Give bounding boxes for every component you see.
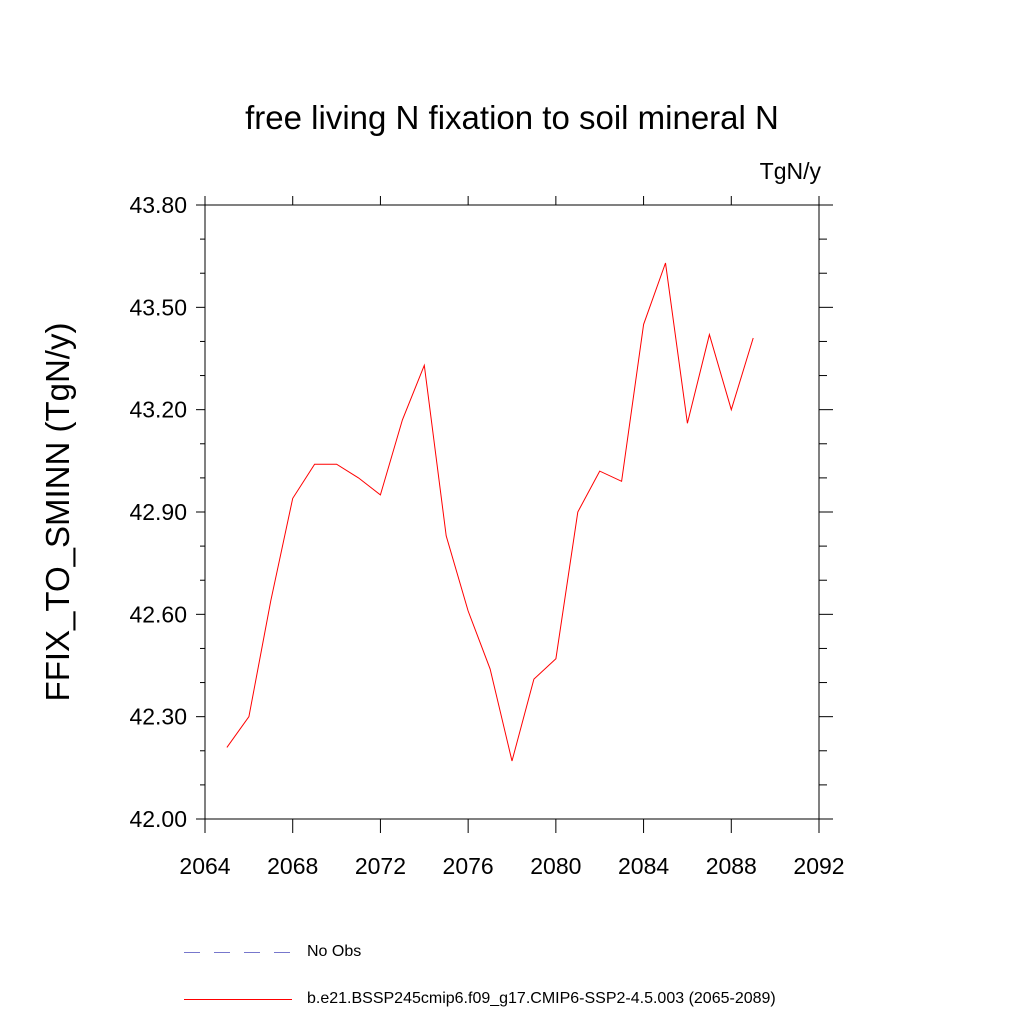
legend-swatch-solid [184, 998, 292, 1000]
x-tick-labels: 2064 2068 2072 2076 2080 2084 2088 2092 [179, 853, 844, 879]
x-tick-label: 2072 [355, 853, 406, 879]
legend-label: No Obs [307, 943, 362, 960]
axis-ticks [196, 196, 833, 833]
y-tick-label: 43.20 [129, 397, 187, 423]
x-tick-label: 2092 [793, 853, 844, 879]
y-tick-label: 42.90 [129, 499, 187, 525]
legend-swatch-dashed [184, 951, 292, 953]
x-tick-label: 2088 [706, 853, 757, 879]
x-tick-label: 2064 [179, 853, 230, 879]
x-tick-label: 2068 [267, 853, 318, 879]
legend-item-no-obs: No Obs [184, 942, 361, 962]
y-tick-label: 42.30 [129, 704, 187, 730]
x-tick-label: 2076 [443, 853, 494, 879]
y-tick-label: 43.50 [129, 294, 187, 320]
x-tick-label: 2084 [618, 853, 669, 879]
y-tick-label: 42.00 [129, 806, 187, 832]
series-line [226, 262, 754, 762]
units-label: TgN/y [759, 158, 821, 184]
y-tick-labels: 42.00 42.30 42.60 42.90 43.20 43.50 43.80 [129, 192, 187, 832]
y-axis-label: FFIX_TO_SMINN (TgN/y) [39, 322, 76, 702]
series-layer [226, 262, 754, 762]
y-tick-label: 43.80 [129, 192, 187, 218]
chart-title: free living N fixation to soil mineral N [245, 99, 779, 136]
x-tick-label: 2080 [530, 853, 581, 879]
y-tick-label: 42.60 [129, 601, 187, 627]
plot-frame [204, 204, 820, 820]
legend-item-series: b.e21.BSSP245cmip6.f09_g17.CMIP6-SSP2-4.… [184, 989, 776, 1009]
legend-label: b.e21.BSSP245cmip6.f09_g17.CMIP6-SSP2-4.… [307, 990, 776, 1007]
